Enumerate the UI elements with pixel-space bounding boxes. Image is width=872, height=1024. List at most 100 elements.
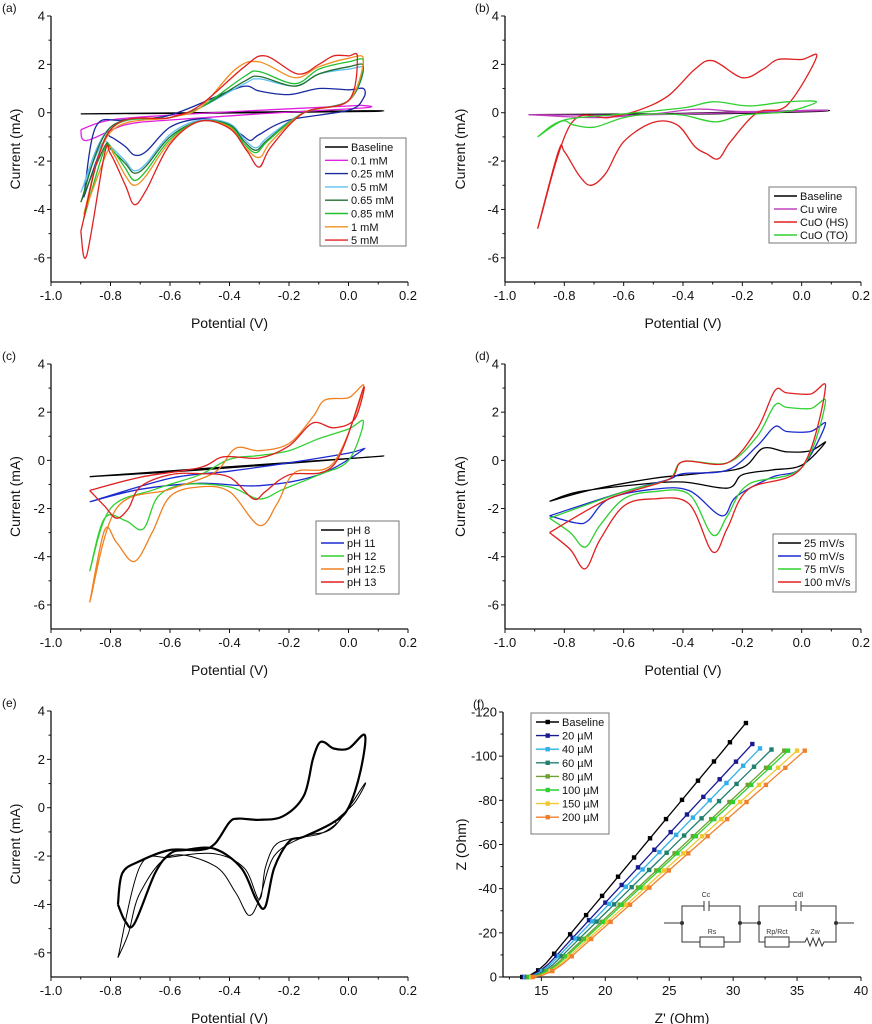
x-tick-label: 40 xyxy=(854,983,868,998)
circuit-node xyxy=(680,921,684,925)
data-marker-f-7 xyxy=(686,851,691,856)
x-tick-label: 0.0 xyxy=(793,635,811,650)
y-tick-label: 2 xyxy=(492,405,499,420)
x-tick-label: 0.0 xyxy=(339,288,357,303)
warburg-element xyxy=(789,923,837,948)
x-tick-label: -0.6 xyxy=(159,288,181,303)
circuit-label: Zw xyxy=(810,929,820,936)
data-marker-f-0 xyxy=(695,778,701,783)
y-tick-label: 2 xyxy=(38,405,45,420)
y-axis-label: Current (mA) xyxy=(7,804,23,885)
y-tick-label: -6 xyxy=(33,945,45,960)
legend-label: Baseline xyxy=(800,191,842,203)
data-marker-f-7 xyxy=(608,919,613,925)
data-marker-f-7 xyxy=(569,954,574,959)
circuit-label: Cc xyxy=(702,892,711,899)
data-marker-f-2 xyxy=(724,780,729,786)
series-line-a-3 xyxy=(80,66,365,193)
data-marker-f-7 xyxy=(647,885,652,890)
circuit-wire xyxy=(758,905,796,923)
data-marker-f-2 xyxy=(590,919,595,924)
x-tick-label: -0.6 xyxy=(612,635,634,650)
x-tick-label: -0.4 xyxy=(218,635,240,650)
y-tick-label: -2 xyxy=(33,154,45,169)
legend-label: 150 µM xyxy=(562,799,599,811)
data-marker-f-6 xyxy=(586,936,591,942)
x-axis-label: Potential (V) xyxy=(191,662,268,678)
data-marker-f-0 xyxy=(599,893,605,899)
data-marker-f-1 xyxy=(603,900,608,905)
series-line-a-5 xyxy=(83,58,365,220)
x-tick-label: -0.2 xyxy=(278,288,300,303)
x-tick-label: -1.0 xyxy=(40,983,62,998)
y-tick-label: -20 xyxy=(478,925,497,940)
legend-label: 100 mV/s xyxy=(804,577,851,589)
x-axis-label: Potential (V) xyxy=(191,315,268,331)
legend-marker xyxy=(545,801,550,806)
legend-label: 50 mV/s xyxy=(804,551,845,563)
data-marker-f-3 xyxy=(681,833,687,838)
x-tick-label: -0.8 xyxy=(553,288,575,303)
x-tick-label: 15 xyxy=(534,983,548,998)
chart-panel-e: (e) -1.0 -0.8 -0.6 -0.4 -0.2 0.0 0.2 -6 -4 -2 0 2 4 Po… xyxy=(2,696,417,1024)
data-marker-f-2 xyxy=(606,901,612,907)
y-tick-label: -100 xyxy=(471,749,497,764)
series-line-c-4 xyxy=(89,386,365,519)
data-marker-f-0 xyxy=(663,816,669,822)
x-tick-label: 0.2 xyxy=(399,635,417,650)
y-axis-label: Current (mA) xyxy=(7,456,23,537)
chart-panel-d: (d) -1.0 -0.8 -0.6 -0.4 -0.2 0.0 0.2 -6 -4 -2 0 2 4 Po… xyxy=(452,349,870,678)
legend-marker xyxy=(545,747,550,752)
data-marker-f-5 xyxy=(582,936,588,942)
legend-marker xyxy=(545,787,550,793)
y-tick-label: -80 xyxy=(478,793,497,808)
y-tick-label: 0 xyxy=(38,800,45,815)
legend-label: 25 mV/s xyxy=(804,538,845,550)
data-marker-f-3 xyxy=(611,902,617,907)
data-marker-f-1 xyxy=(619,882,624,888)
data-marker-f-7 xyxy=(666,868,672,873)
data-marker-f-5 xyxy=(767,765,772,770)
data-marker-f-0 xyxy=(615,874,621,879)
data-marker-f-0 xyxy=(647,836,653,841)
data-marker-f-0 xyxy=(743,720,749,726)
circuit-node xyxy=(757,921,761,925)
series-line-e-0 xyxy=(117,782,367,958)
legend-label: pH 8 xyxy=(347,525,370,537)
y-tick-label: -2 xyxy=(487,501,499,516)
chart-panel-a: (a) -1.0 -0.8 -0.6 -0.4 -0.2 0.0 0.2 -6 -4 -2 0 2 4 Po… xyxy=(2,1,417,331)
circuit-wire xyxy=(681,923,700,943)
y-axis-label: Z (Ohm) xyxy=(453,818,469,870)
data-marker-f-7 xyxy=(627,902,633,907)
y-tick-label: 0 xyxy=(38,105,45,120)
data-marker-f-7 xyxy=(588,936,594,942)
series-line-d-3 xyxy=(549,383,827,570)
y-tick-label: 4 xyxy=(492,9,499,24)
series-line-a-6 xyxy=(83,55,365,215)
x-tick-label: -0.4 xyxy=(672,288,694,303)
x-axis-label: Z' (Ohm) xyxy=(655,1010,710,1024)
y-tick-label: -120 xyxy=(471,705,497,720)
data-marker-f-3 xyxy=(664,850,669,855)
data-marker-f-2 xyxy=(539,968,545,974)
y-tick-label: -4 xyxy=(33,202,45,217)
legend-label: 1 mM xyxy=(351,222,379,234)
x-tick-label: 35 xyxy=(790,983,804,998)
panel-label: (b) xyxy=(475,1,490,15)
panel-label: (a) xyxy=(2,1,17,15)
data-marker-f-3 xyxy=(629,884,634,890)
y-tick-label: -40 xyxy=(478,881,497,896)
data-marker-f-5 xyxy=(693,834,699,839)
x-tick-label: 30 xyxy=(726,983,740,998)
circuit-label: Rs xyxy=(708,929,717,936)
series-line-c-3 xyxy=(89,384,365,603)
panel-label: (d) xyxy=(475,349,490,363)
x-tick-label: -0.8 xyxy=(99,983,121,998)
y-tick-label: -6 xyxy=(33,250,45,265)
data-marker-f-6 xyxy=(567,954,572,959)
data-marker-f-7 xyxy=(705,834,710,839)
data-marker-f-1 xyxy=(554,953,559,958)
data-marker-f-4 xyxy=(690,834,696,839)
